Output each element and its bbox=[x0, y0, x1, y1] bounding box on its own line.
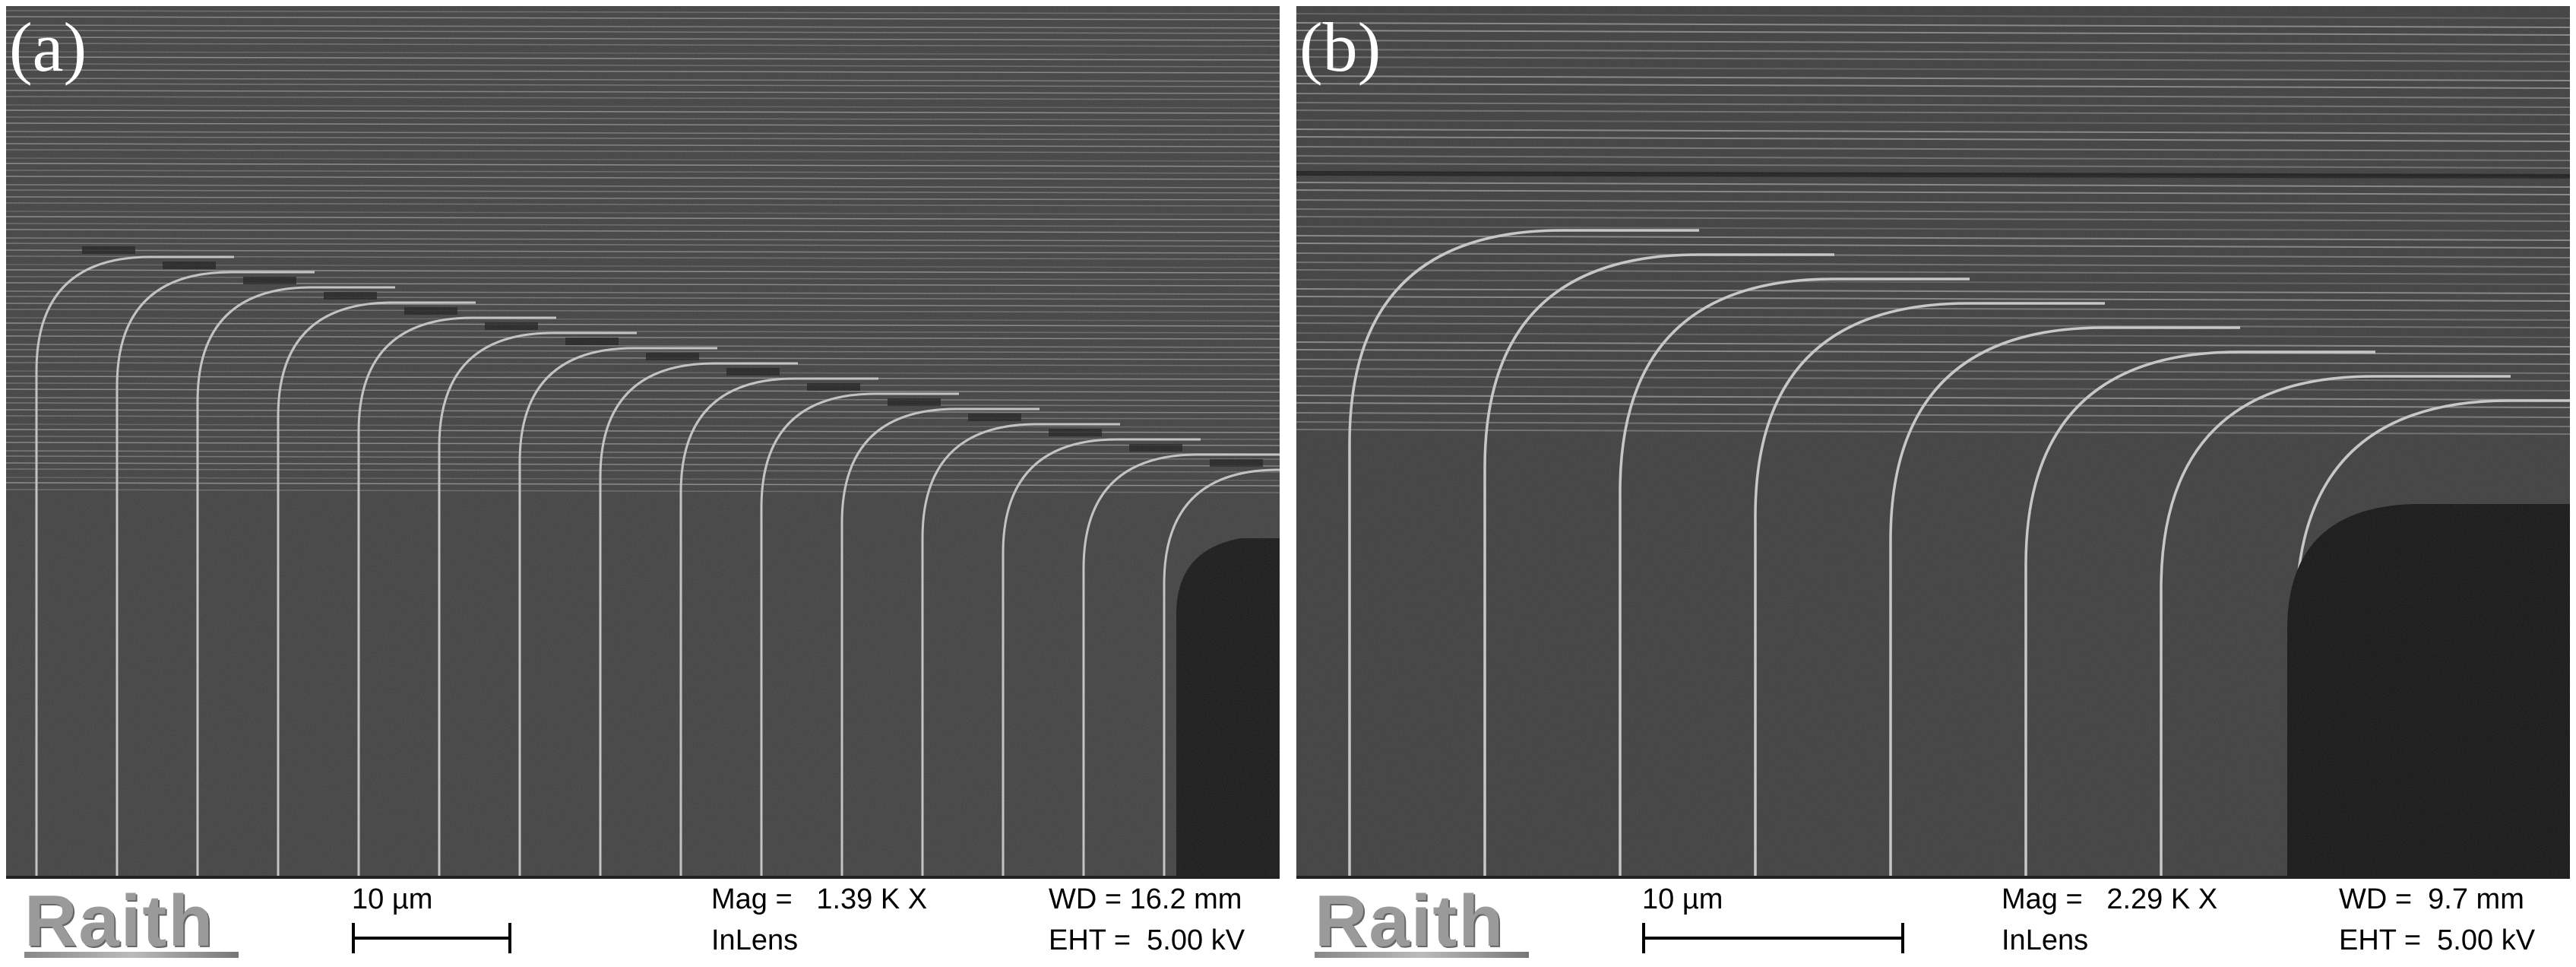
panel-label-a: (a) bbox=[9, 8, 87, 86]
sem-image-a bbox=[6, 6, 1280, 876]
magnification: Mag = 1.39 K X bbox=[711, 883, 928, 915]
eht-voltage: EHT = 5.00 kV bbox=[2339, 924, 2536, 956]
sem-databar-b: Raith 10 µm Mag = 2.29 K X InLens WD = 9… bbox=[1296, 876, 2570, 962]
eht-voltage: EHT = 5.00 kV bbox=[1049, 924, 1245, 956]
scale-label: 10 µm bbox=[1642, 883, 1723, 915]
raith-logo: Raith bbox=[1315, 880, 1505, 962]
sem-panel-b: (b) Raith 10 µm Mag = 2.29 K X InLens WD… bbox=[1296, 6, 2570, 962]
sem-databar-a: Raith 10 µm Mag = 1.39 K X InLens WD = 1… bbox=[6, 876, 1280, 962]
scale-bar bbox=[1642, 923, 1904, 953]
working-distance: WD = 9.7 mm bbox=[2339, 883, 2524, 915]
scale-bar bbox=[352, 923, 511, 953]
sem-image-b bbox=[1296, 6, 2570, 876]
scale-label: 10 µm bbox=[352, 883, 433, 915]
sem-panel-a: (a) Raith 10 µm Mag = 1.39 K X InLens WD… bbox=[6, 6, 1280, 962]
panel-label-b: (b) bbox=[1299, 8, 1381, 86]
detector: InLens bbox=[711, 924, 799, 956]
logo-underline bbox=[1315, 952, 1529, 958]
working-distance: WD = 16.2 mm bbox=[1049, 883, 1242, 915]
logo-underline bbox=[24, 952, 239, 958]
raith-logo: Raith bbox=[24, 880, 214, 962]
detector: InLens bbox=[2002, 924, 2089, 956]
magnification: Mag = 2.29 K X bbox=[2002, 883, 2218, 915]
